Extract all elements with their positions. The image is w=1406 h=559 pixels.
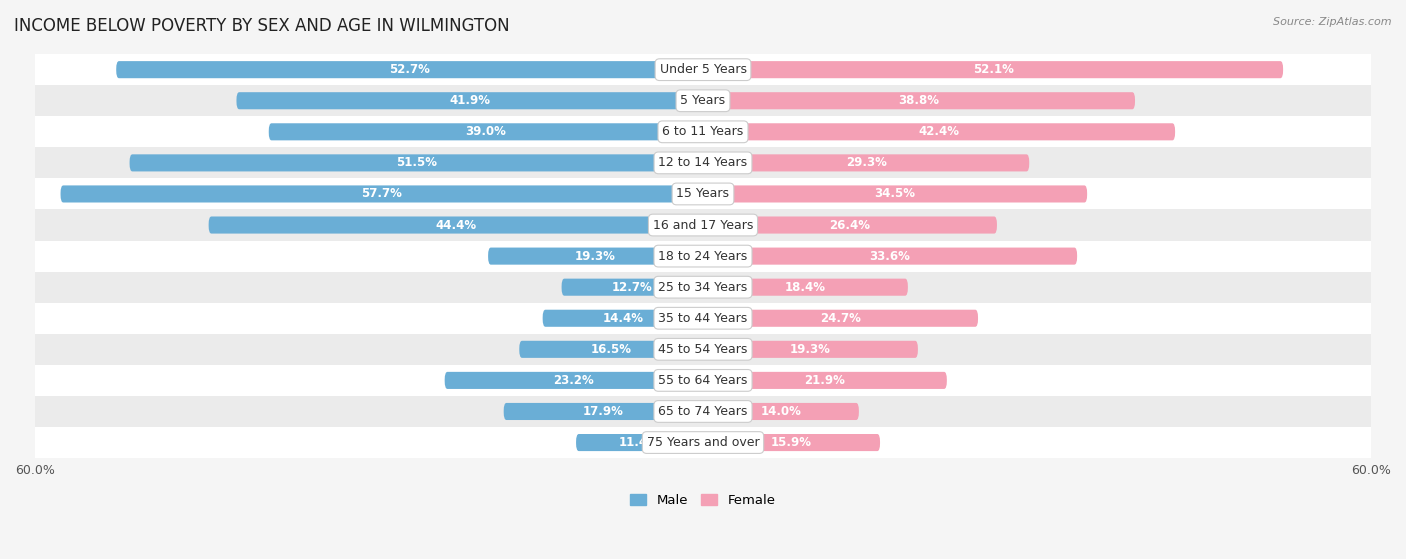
Text: 16.5%: 16.5% bbox=[591, 343, 631, 356]
Bar bbox=[35, 116, 1371, 148]
Bar bbox=[35, 427, 1371, 458]
Text: 39.0%: 39.0% bbox=[465, 125, 506, 138]
Text: 52.1%: 52.1% bbox=[973, 63, 1014, 76]
Bar bbox=[35, 334, 1371, 365]
Text: 21.9%: 21.9% bbox=[804, 374, 845, 387]
FancyBboxPatch shape bbox=[703, 341, 918, 358]
Text: 19.3%: 19.3% bbox=[790, 343, 831, 356]
FancyBboxPatch shape bbox=[519, 341, 703, 358]
Legend: Male, Female: Male, Female bbox=[626, 489, 780, 512]
FancyBboxPatch shape bbox=[703, 216, 997, 234]
FancyBboxPatch shape bbox=[703, 92, 1135, 110]
FancyBboxPatch shape bbox=[703, 372, 946, 389]
FancyBboxPatch shape bbox=[703, 124, 1175, 140]
FancyBboxPatch shape bbox=[60, 186, 703, 202]
FancyBboxPatch shape bbox=[129, 154, 703, 172]
Text: 6 to 11 Years: 6 to 11 Years bbox=[662, 125, 744, 138]
Text: Source: ZipAtlas.com: Source: ZipAtlas.com bbox=[1274, 17, 1392, 27]
Bar bbox=[35, 303, 1371, 334]
Text: 18 to 24 Years: 18 to 24 Years bbox=[658, 250, 748, 263]
Text: 26.4%: 26.4% bbox=[830, 219, 870, 231]
Text: 25 to 34 Years: 25 to 34 Years bbox=[658, 281, 748, 293]
FancyBboxPatch shape bbox=[703, 278, 908, 296]
FancyBboxPatch shape bbox=[703, 61, 1284, 78]
Text: Under 5 Years: Under 5 Years bbox=[659, 63, 747, 76]
Text: 14.4%: 14.4% bbox=[602, 312, 644, 325]
Text: 14.0%: 14.0% bbox=[761, 405, 801, 418]
Text: 52.7%: 52.7% bbox=[389, 63, 430, 76]
Text: 38.8%: 38.8% bbox=[898, 94, 939, 107]
Text: 16 and 17 Years: 16 and 17 Years bbox=[652, 219, 754, 231]
FancyBboxPatch shape bbox=[576, 434, 703, 451]
Text: INCOME BELOW POVERTY BY SEX AND AGE IN WILMINGTON: INCOME BELOW POVERTY BY SEX AND AGE IN W… bbox=[14, 17, 510, 35]
FancyBboxPatch shape bbox=[208, 216, 703, 234]
Text: 11.4%: 11.4% bbox=[619, 436, 659, 449]
FancyBboxPatch shape bbox=[236, 92, 703, 110]
FancyBboxPatch shape bbox=[269, 124, 703, 140]
Text: 45 to 54 Years: 45 to 54 Years bbox=[658, 343, 748, 356]
Text: 75 Years and over: 75 Years and over bbox=[647, 436, 759, 449]
Text: 65 to 74 Years: 65 to 74 Years bbox=[658, 405, 748, 418]
Bar bbox=[35, 272, 1371, 303]
Text: 33.6%: 33.6% bbox=[870, 250, 911, 263]
Bar bbox=[35, 240, 1371, 272]
FancyBboxPatch shape bbox=[703, 154, 1029, 172]
Bar bbox=[35, 178, 1371, 210]
Bar bbox=[35, 396, 1371, 427]
Text: 17.9%: 17.9% bbox=[583, 405, 624, 418]
Text: 24.7%: 24.7% bbox=[820, 312, 860, 325]
FancyBboxPatch shape bbox=[703, 310, 979, 327]
Bar bbox=[35, 148, 1371, 178]
FancyBboxPatch shape bbox=[703, 403, 859, 420]
FancyBboxPatch shape bbox=[543, 310, 703, 327]
Bar bbox=[35, 54, 1371, 85]
Text: 23.2%: 23.2% bbox=[554, 374, 595, 387]
Text: 29.3%: 29.3% bbox=[845, 157, 887, 169]
Text: 12 to 14 Years: 12 to 14 Years bbox=[658, 157, 748, 169]
Text: 42.4%: 42.4% bbox=[918, 125, 959, 138]
FancyBboxPatch shape bbox=[703, 186, 1087, 202]
Text: 51.5%: 51.5% bbox=[396, 157, 437, 169]
Text: 15.9%: 15.9% bbox=[770, 436, 813, 449]
Text: 35 to 44 Years: 35 to 44 Years bbox=[658, 312, 748, 325]
FancyBboxPatch shape bbox=[703, 434, 880, 451]
FancyBboxPatch shape bbox=[444, 372, 703, 389]
Text: 57.7%: 57.7% bbox=[361, 187, 402, 201]
Bar bbox=[35, 365, 1371, 396]
FancyBboxPatch shape bbox=[117, 61, 703, 78]
Text: 5 Years: 5 Years bbox=[681, 94, 725, 107]
Text: 18.4%: 18.4% bbox=[785, 281, 825, 293]
Bar bbox=[35, 210, 1371, 240]
FancyBboxPatch shape bbox=[561, 278, 703, 296]
Text: 12.7%: 12.7% bbox=[612, 281, 652, 293]
FancyBboxPatch shape bbox=[703, 248, 1077, 264]
Text: 34.5%: 34.5% bbox=[875, 187, 915, 201]
Text: 55 to 64 Years: 55 to 64 Years bbox=[658, 374, 748, 387]
Bar bbox=[35, 85, 1371, 116]
Text: 15 Years: 15 Years bbox=[676, 187, 730, 201]
Text: 44.4%: 44.4% bbox=[436, 219, 477, 231]
FancyBboxPatch shape bbox=[488, 248, 703, 264]
Text: 41.9%: 41.9% bbox=[450, 94, 491, 107]
FancyBboxPatch shape bbox=[503, 403, 703, 420]
Text: 19.3%: 19.3% bbox=[575, 250, 616, 263]
